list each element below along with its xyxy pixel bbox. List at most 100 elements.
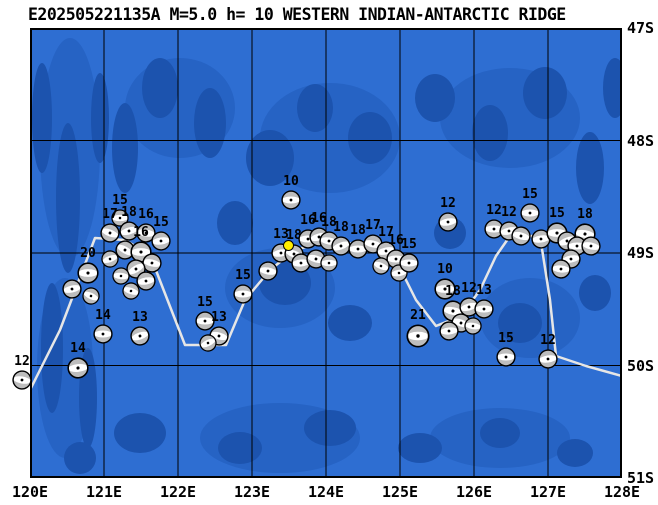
lon-label: 124E — [307, 483, 345, 501]
focal-mechanism — [100, 223, 120, 243]
focal-mechanism — [496, 347, 516, 367]
focal-mechanism — [372, 257, 390, 275]
lon-label: 125E — [381, 483, 419, 501]
depth-label: 18 — [321, 215, 337, 230]
focal-mechanism — [511, 226, 531, 246]
lon-label: 123E — [233, 483, 271, 501]
depth-label: 13 — [273, 227, 289, 242]
focal-mechanism — [464, 317, 482, 335]
depth-label: 21 — [410, 308, 426, 323]
depth-label: 18 — [445, 284, 461, 299]
depth-label: 12 — [14, 354, 30, 369]
focal-mechanism — [484, 219, 504, 239]
focal-mechanism — [151, 231, 171, 251]
focal-mechanism — [77, 262, 99, 284]
lon-label: 120E — [11, 483, 49, 501]
depth-label: 16 — [311, 211, 327, 226]
focal-mechanism — [320, 254, 338, 272]
lon-label: 122E — [159, 483, 197, 501]
focal-mechanism — [233, 284, 253, 304]
lat-label: 47S — [627, 19, 655, 37]
depth-label: 13 — [211, 310, 227, 325]
focal-mechanism — [531, 229, 551, 249]
depth-label: 17 — [378, 225, 394, 240]
focal-mechanism — [199, 334, 217, 352]
lon-label: 127E — [529, 483, 567, 501]
depth-label: 15 — [235, 268, 251, 283]
focal-mechanism — [82, 287, 100, 305]
focal-mechanism — [439, 321, 459, 341]
depth-label: 14 — [95, 308, 111, 323]
depth-label: 15 — [498, 331, 514, 346]
focal-mechanism — [93, 324, 113, 344]
focal-mechanism — [111, 209, 129, 227]
focal-mechanism — [281, 190, 301, 210]
depth-label: 16 — [138, 207, 154, 222]
event-marker — [282, 239, 294, 251]
depth-label: 18 — [577, 207, 593, 222]
depth-label: 17 — [102, 207, 118, 222]
focal-mechanism — [12, 370, 32, 390]
depth-label: 18 — [286, 228, 302, 243]
focal-mechanism — [551, 259, 571, 279]
map-border — [30, 28, 622, 478]
focal-mechanism — [406, 324, 430, 348]
lon-label: 126E — [455, 483, 493, 501]
depth-label: 16 — [133, 225, 149, 240]
depth-label: 16 — [388, 233, 404, 248]
focal-mechanism — [438, 212, 458, 232]
depth-label: 14 — [70, 341, 86, 356]
depth-label: 10 — [283, 174, 299, 189]
depth-label: 15 — [549, 206, 565, 221]
focal-mechanism — [581, 236, 601, 256]
lat-label: 49S — [627, 244, 655, 262]
focal-mechanism — [115, 240, 135, 260]
depth-label: 18 — [333, 220, 349, 235]
depth-label: 16 — [300, 213, 316, 228]
focal-mechanism — [474, 299, 494, 319]
lat-label: 50S — [627, 356, 655, 375]
focal-mechanism — [520, 203, 540, 223]
depth-label: 18 — [350, 223, 366, 238]
focal-mechanism — [258, 261, 278, 281]
lon-label: 121E — [85, 483, 123, 501]
focal-mechanism — [112, 267, 130, 285]
depth-label: 12 — [461, 281, 477, 296]
focal-mechanism — [195, 311, 215, 331]
depth-label: 10 — [437, 262, 453, 277]
map: 12 14 15 17 18 16 15 16 20 14 13 15 13 15 10 13 18 16 16 18… — [12, 28, 622, 478]
focal-mechanism — [142, 253, 162, 273]
depth-label: 15 — [112, 193, 128, 208]
depth-label: 15 — [197, 295, 213, 310]
depth-label: 12 — [486, 203, 502, 218]
depth-label: 15 — [401, 237, 417, 252]
depth-label: 13 — [132, 310, 148, 325]
focal-mechanism — [331, 236, 351, 256]
focal-mechanism — [538, 349, 558, 369]
focal-mechanism — [67, 357, 89, 379]
depth-label: 13 — [476, 283, 492, 298]
focal-mechanism — [101, 250, 119, 268]
focal-mechanism — [130, 326, 150, 346]
lon-label: 128E — [603, 483, 641, 501]
focal-mechanism — [434, 278, 456, 300]
lat-label: 51S — [627, 469, 655, 487]
focal-mechanism — [130, 241, 152, 263]
focal-mechanism — [136, 271, 156, 291]
lat-label: 48S — [627, 131, 655, 150]
depth-label: 15 — [522, 187, 538, 202]
focal-mechanism — [459, 297, 479, 317]
focal-mechanism — [348, 239, 368, 259]
focal-mechanism-layer: 12 14 15 17 18 16 15 16 20 14 13 15 13 15 10 13 18 16 16 18… — [12, 28, 622, 478]
focal-mechanism — [122, 282, 140, 300]
focal-mechanism — [399, 253, 419, 273]
focal-mechanism — [62, 279, 82, 299]
depth-label: 20 — [80, 246, 96, 261]
depth-label: 18 — [121, 205, 137, 220]
event-title: E202505221135A M=5.0 h= 10 WESTERN INDIA… — [28, 5, 566, 24]
depth-label: 12 — [540, 333, 556, 348]
map-background — [30, 28, 622, 478]
depth-label: 17 — [365, 218, 381, 233]
depth-label: 15 — [153, 215, 169, 230]
